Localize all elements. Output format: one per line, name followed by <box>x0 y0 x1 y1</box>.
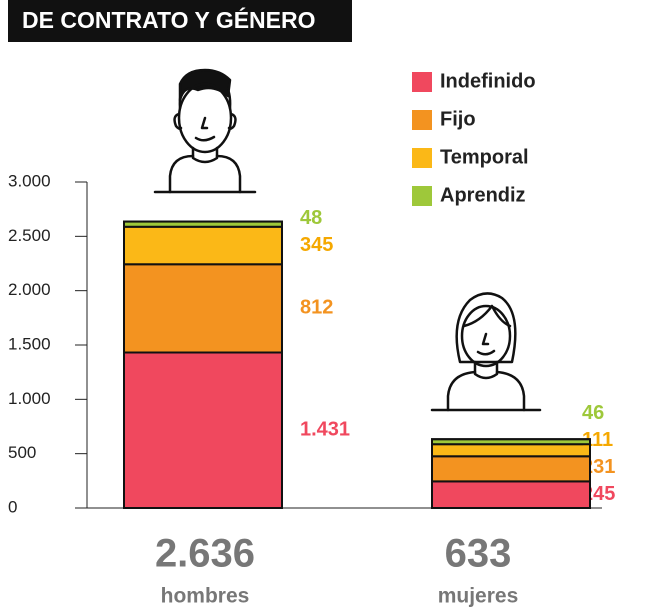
y-tick-label: 3.000 <box>8 171 51 190</box>
bar-outline <box>431 438 591 509</box>
value-label: 48 <box>300 207 322 229</box>
total-label: 633 <box>445 532 512 576</box>
x-tick-label: hombres <box>161 585 250 608</box>
bar-segment <box>431 443 591 458</box>
y-tick-label: 500 <box>8 443 36 462</box>
legend-swatch <box>412 72 432 92</box>
y-tick-label: 2.000 <box>8 280 51 299</box>
legend-swatch <box>412 110 432 130</box>
value-label: 245 <box>582 483 615 505</box>
value-label: 1.431 <box>300 419 350 441</box>
y-tick-label: 1.500 <box>8 334 51 353</box>
legend-label: Fijo <box>440 108 476 130</box>
man-icon <box>153 68 257 194</box>
bar-segment <box>123 263 283 354</box>
bar-segment <box>123 351 283 509</box>
x-tick-label: mujeres <box>438 585 519 608</box>
value-label: 812 <box>300 297 333 319</box>
bar-segment <box>431 480 591 510</box>
woman-icon <box>430 292 542 412</box>
value-label: 46 <box>582 402 604 424</box>
legend-swatch <box>412 148 432 168</box>
bar-segment <box>431 455 591 483</box>
y-tick-label: 0 <box>8 497 17 516</box>
legend-label: Temporal <box>440 146 529 168</box>
legend-swatch <box>412 186 432 206</box>
value-label: 345 <box>300 234 333 256</box>
bar-segment <box>123 225 283 266</box>
y-tick-label: 2.500 <box>8 226 51 245</box>
legend-label: Aprendiz <box>440 184 526 206</box>
value-label: 231 <box>582 456 615 478</box>
chart-title: DE CONTRATO Y GÉNERO <box>22 6 316 33</box>
y-tick-label: 1.000 <box>8 389 51 408</box>
total-label: 2.636 <box>155 532 255 576</box>
title-box <box>8 0 352 42</box>
legend-label: Indefinido <box>440 70 536 92</box>
bar-outline <box>123 220 283 510</box>
